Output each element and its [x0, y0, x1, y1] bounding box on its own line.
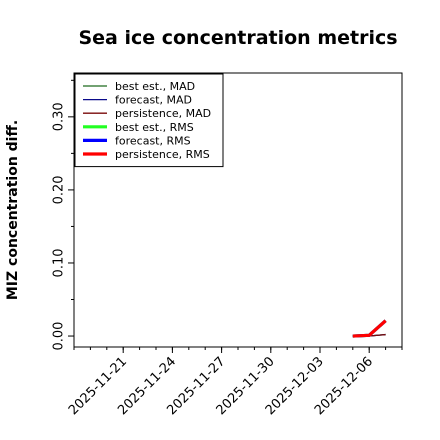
series-line: [352, 319, 387, 338]
y-tick-label: 0.00: [52, 322, 67, 351]
y-axis: 0.00 0.10 0.20 0.30: [52, 79, 74, 351]
legend-label: persistence, MAD: [115, 107, 211, 120]
chart-title: Sea ice concentration metrics: [78, 27, 397, 49]
y-axis-label: MIZ concentration diff.: [5, 120, 21, 300]
legend-label: forecast, MAD: [115, 94, 192, 107]
legend-label: persistence, RMS: [115, 148, 210, 161]
legend-box: [74, 73, 224, 168]
series-layer: [352, 319, 387, 338]
y-tick-label: 0.10: [52, 248, 67, 277]
y-tick-label: 0.30: [52, 102, 67, 131]
legend-label: best est., RMS: [115, 121, 194, 134]
y-tick-label: 0.20: [52, 175, 67, 204]
legend-label: forecast, RMS: [115, 134, 191, 147]
x-axis: 2025-11-212025-11-242025-11-272025-11-30…: [66, 347, 403, 418]
legend-label: best est., MAD: [115, 80, 195, 93]
